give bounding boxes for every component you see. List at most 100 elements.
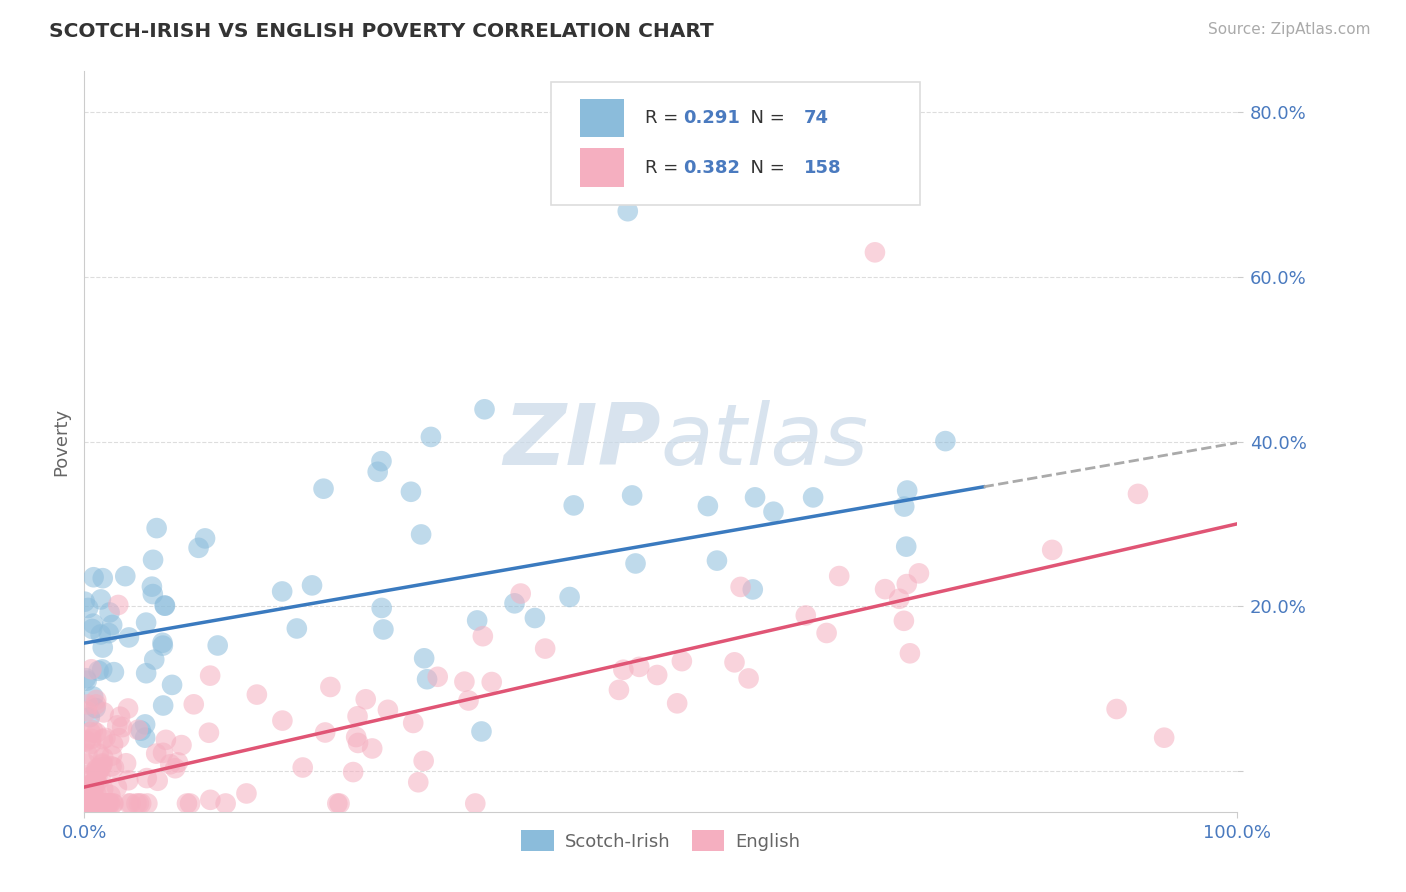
- Point: [198, 668, 221, 682]
- Point: [86, 797, 108, 811]
- Point: [934, 434, 956, 449]
- Point: [523, 611, 546, 625]
- Point: [744, 491, 766, 505]
- Point: [141, 580, 163, 594]
- Point: [80, 662, 103, 676]
- Point: [108, 731, 131, 746]
- Point: [87, 764, 110, 779]
- Point: [344, 730, 367, 744]
- Point: [98, 606, 121, 620]
- Point: [97, 797, 120, 811]
- Point: [82, 690, 104, 704]
- Point: [87, 664, 110, 678]
- Text: 74: 74: [804, 109, 828, 127]
- Point: [117, 701, 139, 715]
- Point: [326, 797, 349, 811]
- Point: [76, 797, 98, 811]
- Point: [1105, 702, 1128, 716]
- Point: [77, 601, 100, 615]
- Point: [145, 747, 167, 761]
- Point: [135, 615, 157, 630]
- Point: [361, 741, 384, 756]
- Point: [607, 682, 630, 697]
- Point: [896, 540, 918, 554]
- Point: [481, 675, 503, 690]
- Point: [152, 639, 174, 653]
- Point: [91, 797, 114, 811]
- Point: [91, 797, 114, 811]
- Point: [76, 673, 98, 688]
- Point: [152, 746, 174, 760]
- Point: [612, 663, 634, 677]
- Point: [82, 785, 104, 799]
- Point: [105, 780, 128, 794]
- Point: [621, 488, 644, 502]
- Point: [176, 797, 198, 811]
- Point: [94, 797, 117, 811]
- Point: [125, 797, 148, 811]
- Point: [84, 693, 107, 707]
- Point: [898, 646, 921, 660]
- Point: [741, 582, 763, 597]
- Point: [90, 797, 112, 811]
- Point: [706, 553, 728, 567]
- Point: [101, 737, 124, 751]
- Point: [399, 484, 422, 499]
- Point: [214, 797, 236, 811]
- Point: [76, 698, 98, 712]
- Point: [79, 770, 101, 784]
- Point: [170, 738, 193, 752]
- Point: [471, 629, 494, 643]
- Point: [90, 797, 112, 811]
- Point: [159, 757, 181, 772]
- Point: [152, 698, 174, 713]
- Point: [411, 527, 433, 541]
- Point: [91, 750, 114, 764]
- Point: [73, 595, 96, 609]
- Point: [82, 622, 104, 636]
- Point: [762, 505, 785, 519]
- FancyBboxPatch shape: [581, 99, 624, 137]
- Point: [76, 747, 98, 761]
- Point: [235, 787, 257, 801]
- Point: [80, 737, 103, 751]
- Point: [167, 756, 190, 770]
- Point: [671, 654, 693, 668]
- Point: [183, 698, 205, 712]
- Point: [419, 430, 441, 444]
- Point: [115, 756, 138, 771]
- Point: [108, 709, 131, 723]
- Point: [246, 688, 269, 702]
- Point: [146, 773, 169, 788]
- Point: [426, 670, 449, 684]
- Text: ZIP: ZIP: [503, 400, 661, 483]
- Point: [91, 640, 114, 655]
- Point: [98, 788, 121, 802]
- Point: [87, 797, 110, 811]
- Point: [114, 569, 136, 583]
- Point: [291, 760, 314, 774]
- Point: [129, 797, 152, 811]
- Text: R =: R =: [645, 159, 683, 177]
- Point: [118, 631, 141, 645]
- Point: [200, 793, 222, 807]
- Point: [416, 672, 439, 686]
- Point: [828, 569, 851, 583]
- Point: [86, 726, 108, 740]
- Point: [100, 759, 122, 773]
- Point: [367, 465, 389, 479]
- Point: [136, 797, 159, 811]
- Point: [801, 491, 824, 505]
- Point: [347, 736, 370, 750]
- Point: [79, 778, 101, 792]
- Point: [127, 723, 149, 737]
- Point: [413, 651, 436, 665]
- Point: [863, 245, 886, 260]
- Point: [80, 731, 103, 746]
- Point: [453, 674, 475, 689]
- Point: [377, 703, 399, 717]
- Point: [562, 499, 585, 513]
- Point: [645, 668, 668, 682]
- Point: [135, 666, 157, 681]
- Point: [314, 725, 336, 739]
